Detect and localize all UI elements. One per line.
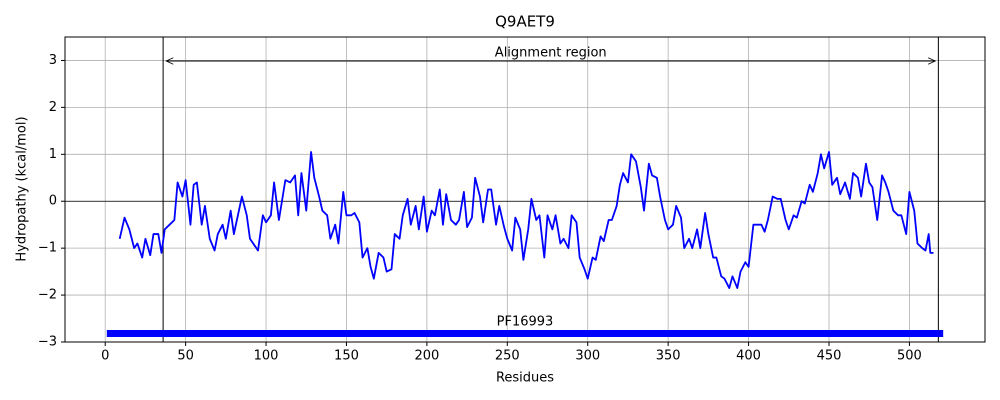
x-tick-label: 150 (334, 349, 359, 364)
x-tick-label: 400 (736, 349, 761, 364)
x-tick-label: 500 (897, 349, 922, 364)
x-tick-label: 300 (575, 349, 600, 364)
y-tick-label: 1 (49, 147, 57, 162)
y-tick-label: 2 (49, 100, 57, 115)
x-tick-label: 100 (254, 349, 279, 364)
plot-frame (64, 36, 986, 343)
y-tick-label: −3 (38, 335, 57, 350)
x-tick-label: 350 (656, 349, 681, 364)
x-tick-label: 250 (495, 349, 520, 364)
y-tick-label: −1 (38, 241, 57, 256)
y-tick-label: 3 (49, 53, 57, 68)
chart-title: Q9AET9 (495, 13, 555, 31)
x-tick-label: 50 (177, 349, 194, 364)
y-tick-label: −2 (38, 288, 57, 303)
hydropathy-line (118, 151, 934, 289)
x-tick-label: 200 (414, 349, 439, 364)
x-tick-label: 0 (101, 349, 109, 364)
y-tick-label: 0 (49, 194, 57, 209)
region-label: Alignment region (495, 46, 607, 61)
domain-bar (106, 330, 944, 337)
x-tick-label: 450 (817, 349, 842, 364)
domain-label: PF16993 (497, 315, 554, 330)
x-axis-label: Residues (496, 371, 554, 386)
y-axis-label: Hydropathy (kcal/mol) (15, 116, 30, 261)
